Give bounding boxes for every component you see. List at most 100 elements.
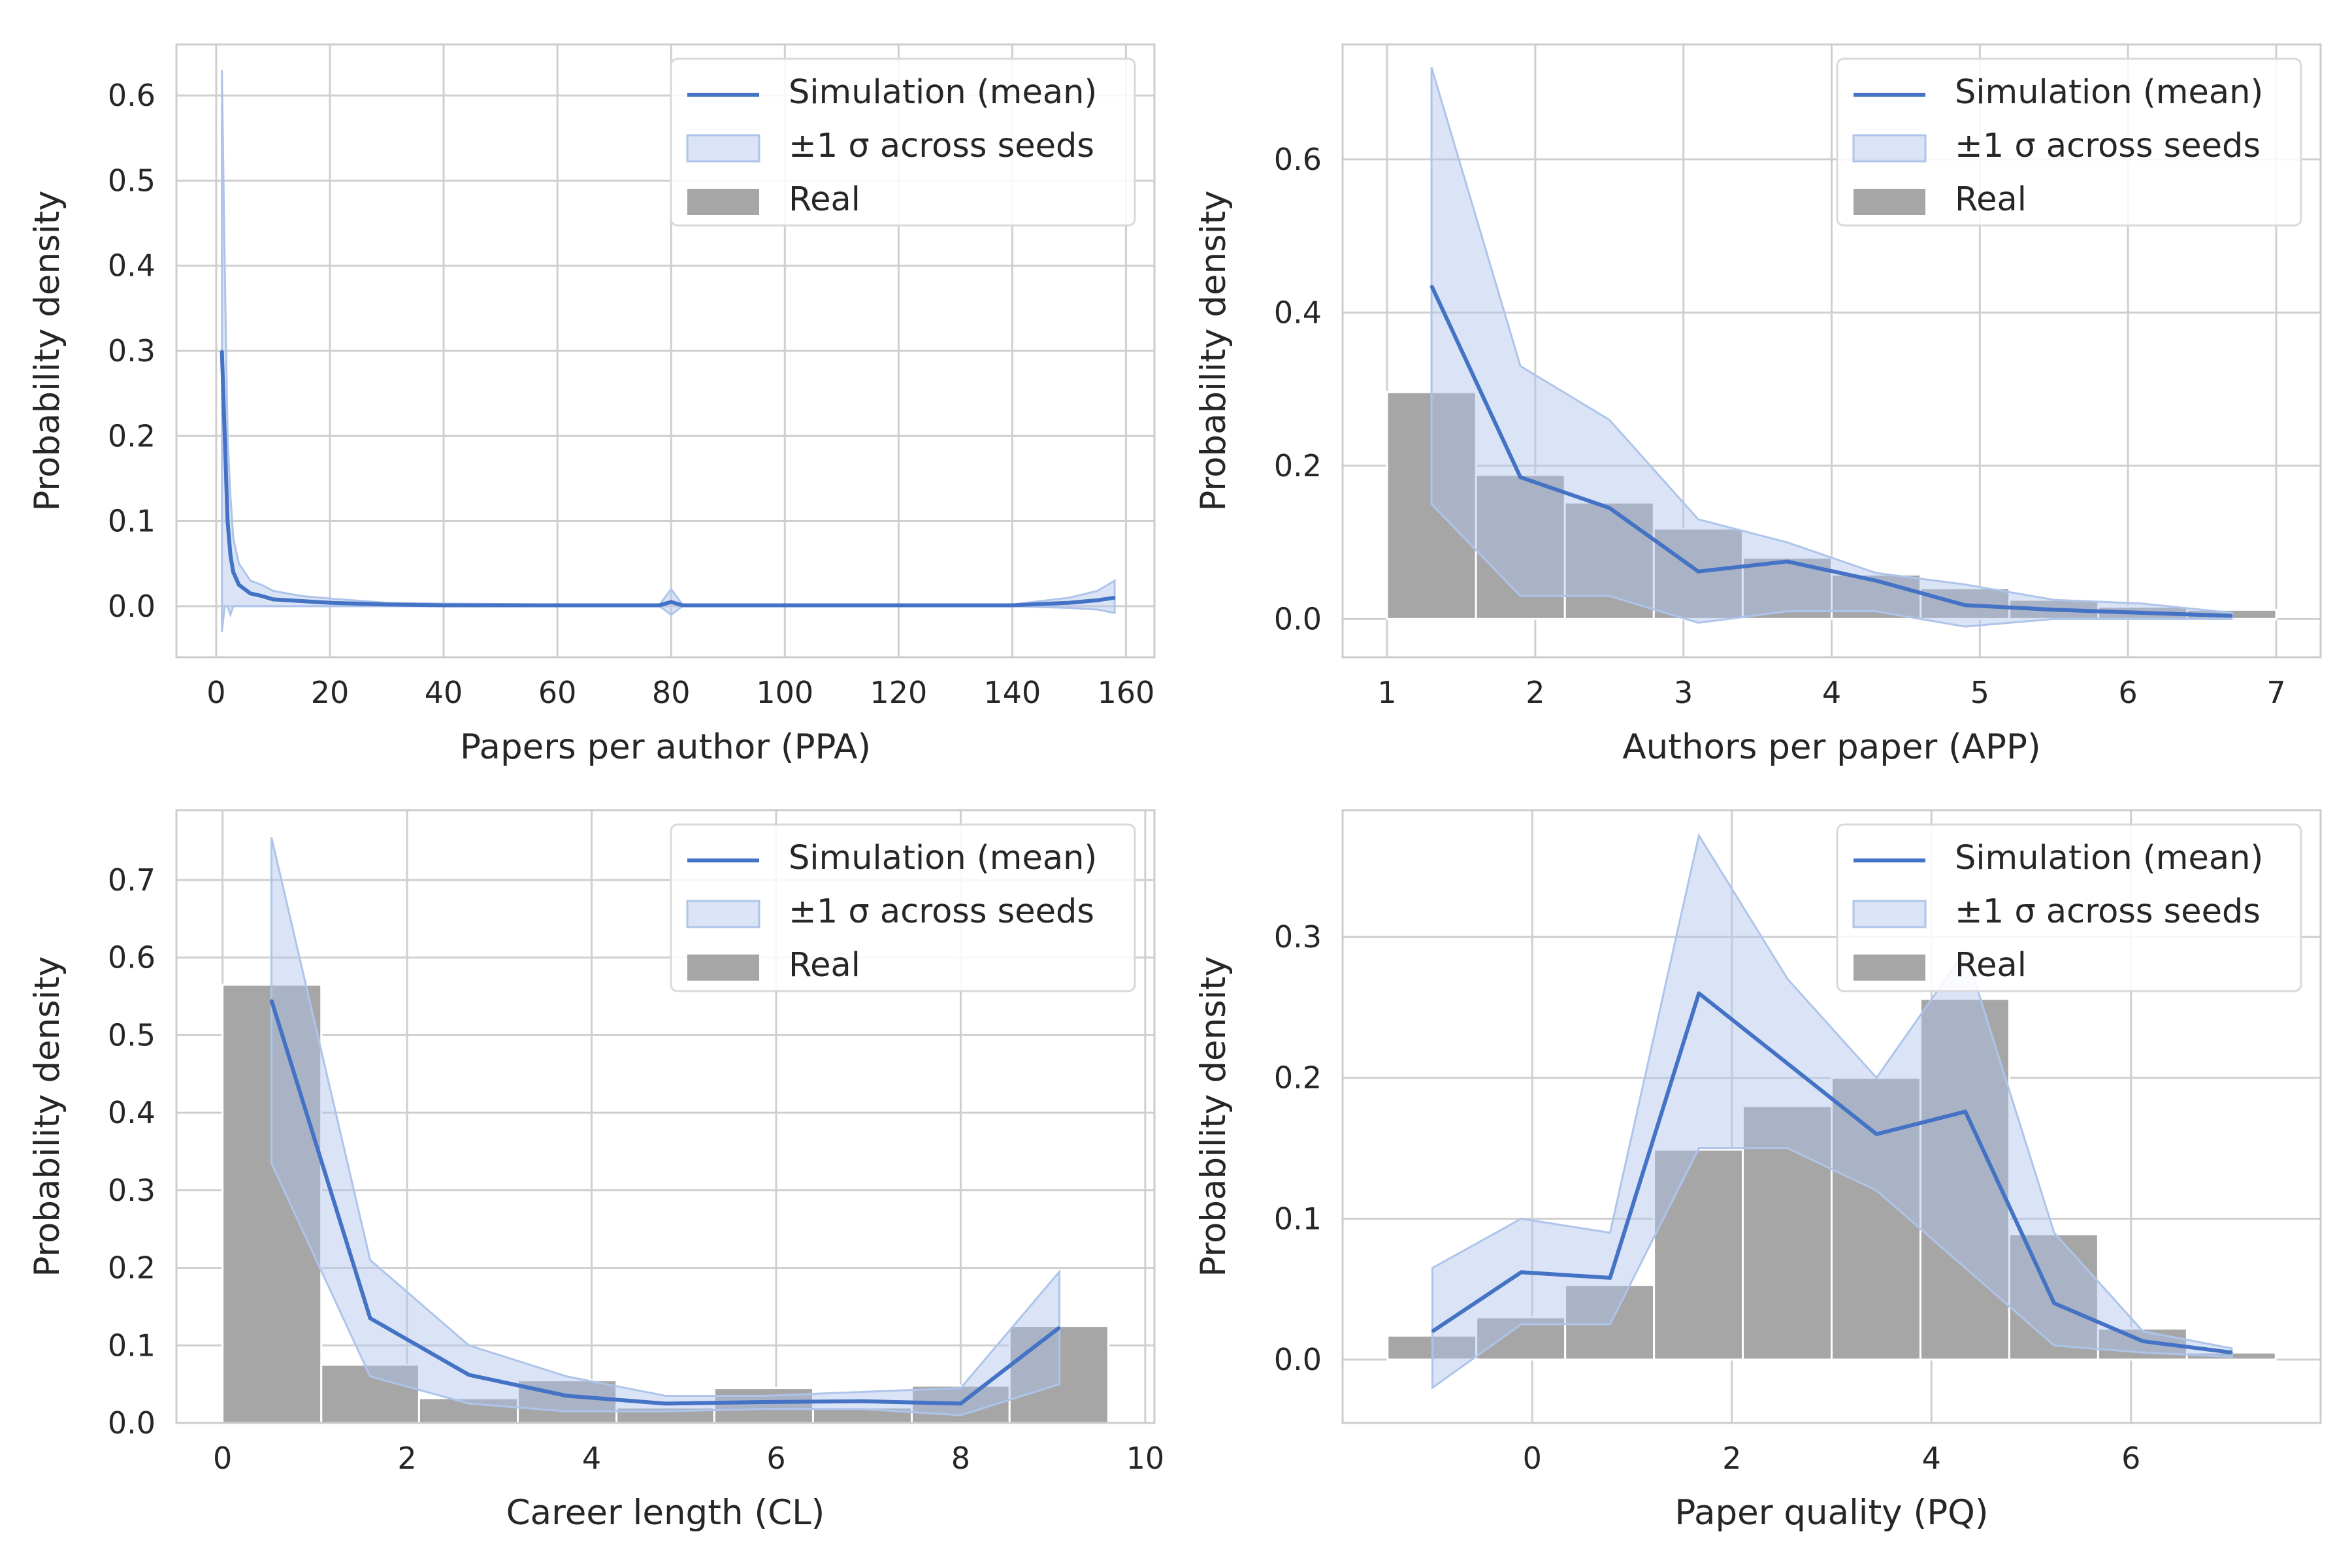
sigma-band <box>270 837 1061 1416</box>
legend-label-3: Real <box>789 180 860 219</box>
simulation-point <box>468 1373 470 1376</box>
legend-swatch-band <box>686 134 760 163</box>
simulation-point <box>1096 599 1099 602</box>
legend-label-1: Simulation (mean) <box>1955 839 2263 877</box>
x-tick-label: 160 <box>1098 675 1155 710</box>
x-tick-label: 6 <box>2121 1441 2140 1476</box>
simulation-point <box>1697 570 1699 573</box>
simulation-point <box>300 600 302 602</box>
legend-box <box>1836 57 2302 227</box>
simulation-point <box>221 350 223 352</box>
simulation-point <box>329 602 331 604</box>
x-tick-label: 10 <box>1126 1441 1165 1476</box>
chart-panel-3: 0 2 4 6 8 10 0.0 0.1 0.2 0.3 0.4 0.5 0.6 0.7 Career le… <box>27 809 1165 1533</box>
simulation-point <box>1697 992 1700 994</box>
plot-frame <box>175 43 1156 659</box>
legend: Simulation (mean) ±1 σ across seeds Real <box>670 57 1136 227</box>
simulation-point <box>1068 602 1070 604</box>
simulation-mean-line <box>1431 991 2232 1355</box>
y-axis-label: Probability density <box>1194 190 1233 511</box>
plot-frame <box>1341 43 2322 659</box>
legend-label-3: Real <box>1955 946 2027 985</box>
chart-panel-1: 0 20 40 60 80 100 120 140 160 0.0 0.1 0.2 0.3 0.4 0.5 0… <box>27 43 1156 767</box>
y-tick-label: 0.2 <box>1274 1060 1322 1096</box>
simulation-point <box>1058 1326 1061 1329</box>
x-tick-label: 80 <box>652 675 691 710</box>
simulation-point <box>763 1401 766 1403</box>
x-tick-label: 0 <box>206 675 225 710</box>
x-axis-label: Career length (CL) <box>506 1493 825 1533</box>
simulation-point <box>565 1394 568 1397</box>
y-tick-label: 0.3 <box>1274 919 1322 955</box>
simulation-point <box>1875 580 1878 582</box>
y-axis-label: Probability density <box>1194 956 1233 1277</box>
x-tick-label: 6 <box>766 1441 785 1476</box>
chart-panel-4: 0 2 4 6 0.0 0.1 0.2 0.3 Paper quality (PQ) Probab… <box>1194 809 2322 1533</box>
simulation-point <box>1431 1330 1433 1333</box>
legend-label-1: Simulation (mean) <box>789 839 1097 877</box>
y-tick-label: 0.6 <box>108 940 155 975</box>
x-tick-label: 0 <box>1523 1441 1542 1476</box>
simulation-point <box>959 1402 962 1405</box>
legend-label-2: ±1 σ across seeds <box>789 127 1094 165</box>
y-tick-label: 0.0 <box>108 589 155 624</box>
simulation-point <box>243 588 246 591</box>
real-bar-4 <box>1653 1149 1744 1361</box>
legend-label-1: Simulation (mean) <box>1955 73 2263 112</box>
x-tick-label: 4 <box>582 1441 601 1476</box>
simulation-point <box>1011 604 1013 607</box>
legend-label-2: ±1 σ across seeds <box>789 892 1094 931</box>
x-tick-label: 5 <box>1970 675 1989 710</box>
plot-frame <box>175 809 1156 1424</box>
legend-swatch-real <box>1854 955 1925 981</box>
simulation-point <box>1519 476 1522 478</box>
simulation-point <box>1609 1277 1611 1279</box>
legend-swatch-real <box>1854 189 1925 215</box>
legend-label-1: Simulation (mean) <box>789 73 1097 112</box>
x-tick-label: 100 <box>756 675 813 710</box>
legend-label-2: ±1 σ across seeds <box>1955 892 2261 931</box>
legend: Simulation (mean) ±1 σ across seeds Real <box>670 823 1136 992</box>
y-tick-label: 0.5 <box>108 1017 155 1053</box>
simulation-point <box>442 604 445 607</box>
simulation-point <box>238 583 240 586</box>
y-tick-label: 0.6 <box>1274 142 1322 177</box>
plot-frame <box>1341 809 2322 1424</box>
simulation-point <box>556 604 559 607</box>
simulation-point <box>659 604 661 607</box>
real-bar-7 <box>1919 998 2010 1361</box>
y-tick-label: 0.1 <box>108 1328 155 1363</box>
simulation-point <box>2230 615 2233 617</box>
real-bar-8 <box>2008 1233 2099 1361</box>
simulation-mean-line <box>1429 285 2232 618</box>
y-tick-label: 0.6 <box>108 78 155 113</box>
simulation-point <box>1113 596 1116 599</box>
y-tick-label: 0.3 <box>108 1173 155 1208</box>
x-tick-label: 20 <box>311 675 350 710</box>
simulation-point <box>272 598 274 600</box>
simulation-point <box>681 604 684 607</box>
y-tick-label: 0.4 <box>108 1095 155 1130</box>
y-axis-label: Probability density <box>27 190 67 511</box>
simulation-point <box>897 604 900 607</box>
y-tick-label: 0.0 <box>1274 1342 1322 1377</box>
y-tick-label: 0.7 <box>108 862 155 898</box>
sigma-band <box>1430 67 2233 628</box>
simulation-point <box>783 604 786 607</box>
legend: Simulation (mean) ±1 σ across seeds Real <box>1836 57 2302 227</box>
simulation-point <box>2142 1340 2144 1343</box>
chart-panel-2: 1 2 3 4 5 6 7 0.0 0.2 0.4 0.6 Authors per paper (AP… <box>1194 43 2322 767</box>
x-tick-label: 4 <box>1822 675 1841 710</box>
simulation-point <box>2142 612 2144 614</box>
y-tick-label: 0.4 <box>1274 295 1322 330</box>
simulation-point <box>229 554 232 557</box>
x-tick-label: 8 <box>951 1441 970 1476</box>
y-tick-label: 0.3 <box>108 333 155 368</box>
simulation-point <box>664 1402 666 1405</box>
x-tick-label: 140 <box>984 675 1041 710</box>
y-tick-label: 0.1 <box>1274 1201 1322 1236</box>
y-tick-label: 0.2 <box>108 418 155 453</box>
simulation-point <box>1875 1133 1878 1135</box>
legend-swatch-band <box>1852 900 1927 928</box>
x-tick-label: 7 <box>2266 675 2285 710</box>
